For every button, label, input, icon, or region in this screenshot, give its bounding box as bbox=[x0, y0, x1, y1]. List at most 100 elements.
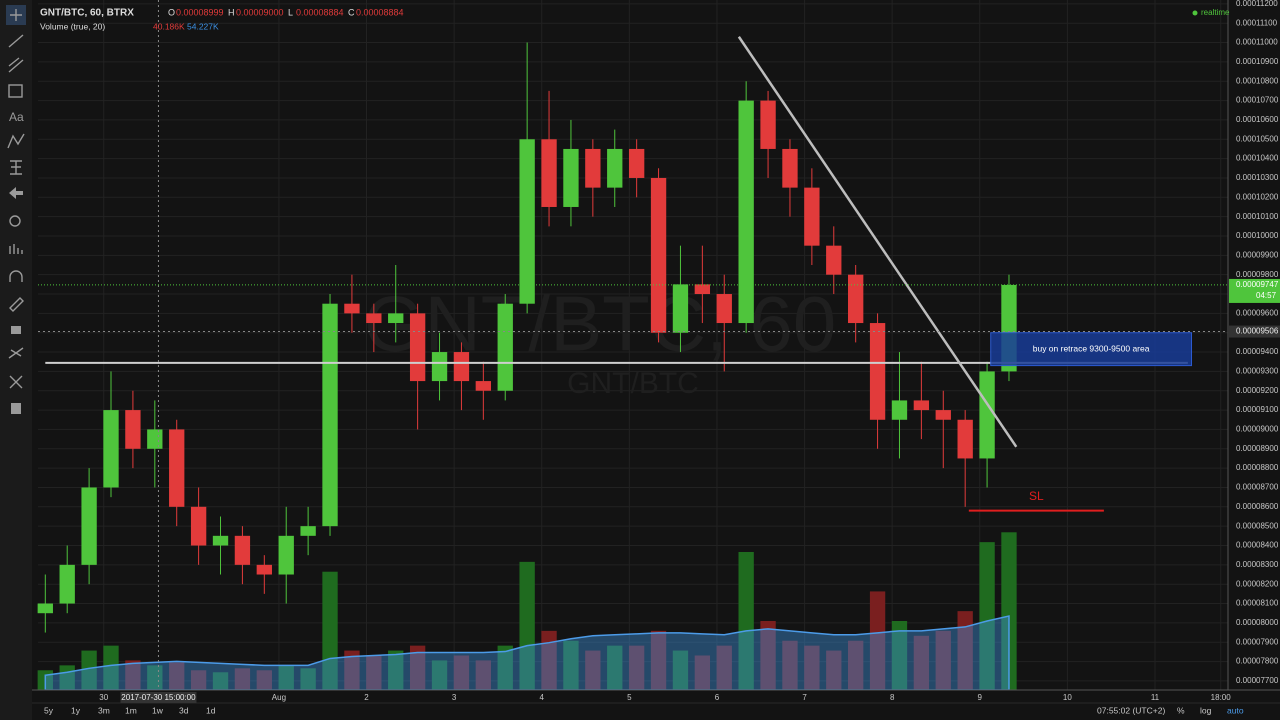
candle-body bbox=[169, 429, 185, 507]
interval-button[interactable]: 5y bbox=[44, 705, 54, 715]
volume-bar bbox=[431, 660, 448, 690]
candle-body bbox=[804, 187, 820, 246]
buy-zone-label: buy on retrace 9300-9500 area bbox=[1033, 343, 1150, 353]
candle-body bbox=[913, 400, 930, 411]
x-tick-label: 5 bbox=[627, 693, 632, 702]
channel-tool[interactable] bbox=[8, 57, 24, 73]
y-tick-label: 0.00010200 bbox=[1236, 192, 1279, 201]
y-tick-label: 0.00007800 bbox=[1236, 657, 1279, 666]
y-tick-label: 0.00008300 bbox=[1236, 560, 1279, 569]
volume-bar bbox=[234, 668, 251, 690]
chart-title: GNT/BTC, 60, BTRX bbox=[40, 8, 134, 19]
candle-body bbox=[650, 177, 667, 333]
line-tool[interactable] bbox=[8, 34, 24, 48]
y-tick-label: 0.00011000 bbox=[1236, 38, 1278, 47]
hide-tool[interactable] bbox=[8, 347, 24, 359]
candle-body bbox=[475, 381, 492, 391]
y-tick-label: 0.00009800 bbox=[1236, 270, 1279, 279]
volume-bar bbox=[278, 665, 294, 690]
candle-body bbox=[278, 535, 294, 575]
candle-body bbox=[431, 352, 448, 382]
candle-body bbox=[672, 284, 689, 333]
x-tick-label: 7 bbox=[802, 693, 807, 702]
trend-line bbox=[737, 36, 1018, 448]
volume-bar bbox=[497, 645, 513, 690]
pattern-tool[interactable] bbox=[7, 133, 25, 149]
candle-body bbox=[37, 603, 53, 614]
candle-body bbox=[103, 410, 119, 488]
percent-toggle[interactable]: % bbox=[1177, 705, 1185, 715]
y-tick-label: 0.00010400 bbox=[1236, 154, 1279, 163]
volume-bar bbox=[891, 621, 908, 690]
watermark-sub: GNT/BTC bbox=[567, 367, 699, 400]
candle-body bbox=[694, 284, 711, 295]
volume-bar bbox=[300, 668, 316, 690]
time-axis bbox=[32, 690, 1280, 720]
candle-body bbox=[585, 148, 601, 188]
volume-ma-area bbox=[44, 615, 1010, 691]
last-price: 0.00009747 bbox=[1236, 280, 1279, 289]
zoom-tool[interactable] bbox=[9, 215, 21, 227]
interval-button[interactable]: 1d bbox=[206, 705, 216, 715]
volume-bar bbox=[256, 670, 272, 690]
log-toggle[interactable]: log bbox=[1200, 705, 1212, 715]
x-tick-label: 30 bbox=[99, 693, 108, 702]
candle-body bbox=[322, 303, 338, 527]
interval-button[interactable]: 3d bbox=[179, 705, 189, 715]
volume-bar bbox=[190, 670, 207, 690]
remove-tool[interactable] bbox=[9, 375, 23, 389]
candle-body bbox=[519, 139, 535, 304]
shape-tool[interactable] bbox=[8, 84, 23, 98]
y-tick-label: 0.00009900 bbox=[1236, 250, 1279, 259]
trash-tool[interactable] bbox=[11, 403, 21, 414]
interval-button[interactable]: 1m bbox=[125, 705, 137, 715]
lock-tool[interactable] bbox=[11, 326, 21, 334]
volume-bar bbox=[519, 561, 535, 690]
fib-tool[interactable] bbox=[10, 160, 22, 175]
candle-body bbox=[147, 429, 163, 449]
status: realtime bbox=[1201, 8, 1230, 17]
volume-bar bbox=[957, 611, 973, 690]
y-tick-label: 0.00009000 bbox=[1236, 425, 1279, 434]
volume-bar bbox=[541, 630, 557, 690]
x-tick-label: 2 bbox=[364, 693, 369, 702]
buy-zone bbox=[990, 332, 1192, 367]
candle-body bbox=[234, 535, 251, 565]
x-tick-label: Aug bbox=[272, 693, 286, 702]
cross-icon bbox=[10, 9, 22, 21]
interval-button[interactable]: 1y bbox=[71, 705, 81, 715]
candle-body bbox=[760, 100, 776, 149]
ohlc-key: C bbox=[348, 7, 355, 17]
y-tick-label: 0.00008800 bbox=[1236, 463, 1279, 472]
arrow-tool[interactable] bbox=[9, 187, 23, 199]
candle-body bbox=[541, 139, 557, 207]
volume-bar bbox=[935, 630, 951, 690]
y-tick-label: 0.00010500 bbox=[1236, 134, 1279, 143]
ohlc-key: O bbox=[168, 7, 175, 17]
volume-bar bbox=[388, 650, 404, 690]
y-tick-label: 0.00010300 bbox=[1236, 173, 1279, 182]
measure-tool[interactable] bbox=[9, 244, 23, 254]
candle-body bbox=[409, 313, 426, 382]
pencil-tool[interactable] bbox=[9, 297, 24, 312]
text-tool[interactable]: Aa bbox=[9, 110, 24, 124]
magnet-tool[interactable] bbox=[9, 270, 23, 282]
interval-button[interactable]: 1w bbox=[152, 705, 164, 715]
candle-body bbox=[81, 487, 97, 565]
candle-body bbox=[300, 526, 316, 536]
interval-button[interactable]: 3m bbox=[98, 705, 110, 715]
y-tick-label: 0.00008900 bbox=[1236, 444, 1279, 453]
candle-body bbox=[366, 313, 382, 324]
volume-bar bbox=[826, 650, 842, 690]
auto-toggle[interactable]: auto bbox=[1227, 705, 1244, 715]
status-dot bbox=[1192, 10, 1198, 16]
y-tick-label: 0.00010800 bbox=[1236, 76, 1279, 85]
toolbar-icons[interactable]: Aa bbox=[6, 5, 26, 414]
toolbar bbox=[0, 0, 32, 720]
volume-bar bbox=[650, 630, 667, 690]
ohlc-value: 0.00008884 bbox=[356, 7, 404, 17]
y-tick-label: 0.00008100 bbox=[1236, 599, 1279, 608]
last-price-box bbox=[1229, 278, 1280, 303]
volume-legend: Volume (true, 20) bbox=[40, 21, 105, 31]
